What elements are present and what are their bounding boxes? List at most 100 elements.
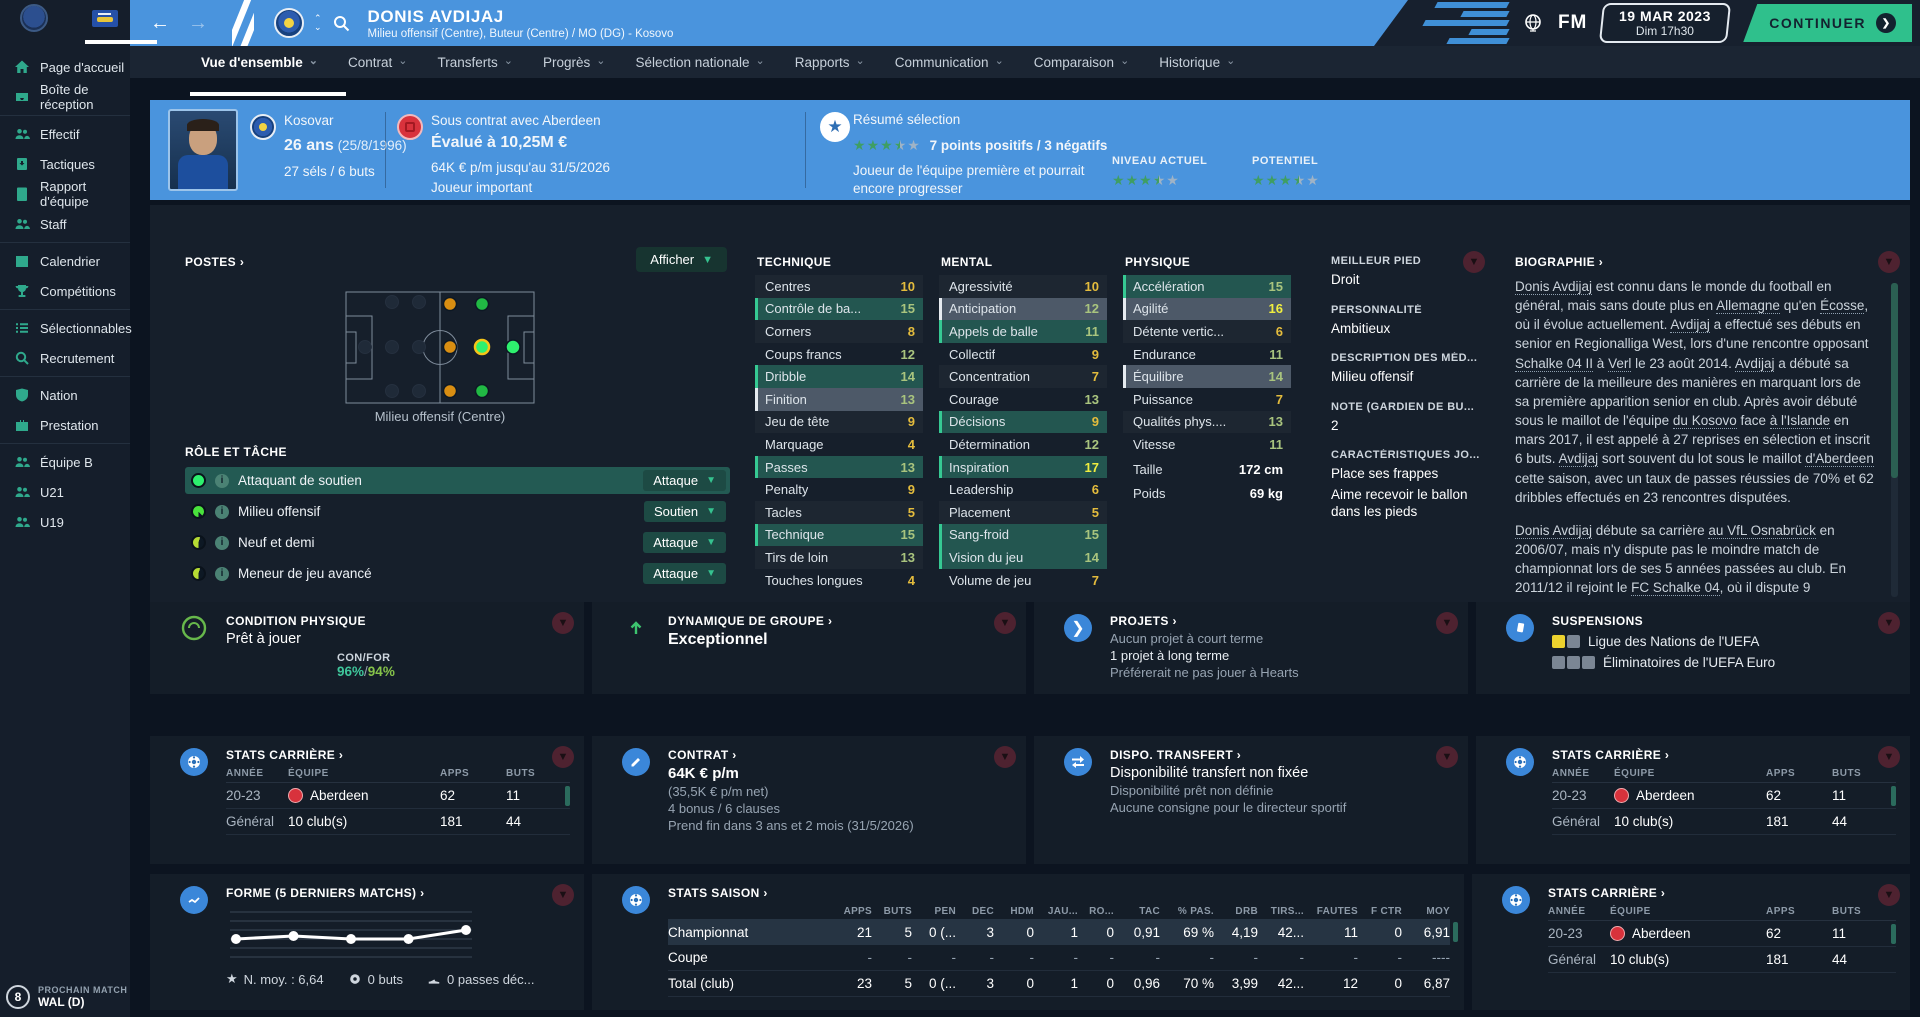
career-row[interactable]: Général 10 club(s) 181 44 [1552, 809, 1896, 835]
duty-dropdown[interactable]: Attaque ▼ [643, 532, 726, 553]
attr-row-placement[interactable]: Placement 5 [939, 501, 1107, 524]
attr-row-anticipation[interactable]: Anticipation 12 [939, 297, 1107, 321]
form-title[interactable]: FORME (5 DERNIERS MATCHS) › [226, 886, 425, 900]
biography-link[interactable]: FC Schalke 04 [1631, 580, 1720, 597]
sidebar-item-boite-de-reception[interactable]: Boîte de réception [0, 82, 130, 112]
attr-row-tirs-de-loin[interactable]: Tirs de loin 13 [755, 546, 923, 569]
career-row[interactable]: 20-23 Aberdeen 62 11 [1552, 783, 1896, 809]
attr-row-dribble[interactable]: Dribble 14 [755, 365, 923, 388]
attr-row-acceleration[interactable]: Accélération 15 [1123, 275, 1291, 298]
panel-dropdown-icon[interactable]: ▼ [552, 746, 574, 768]
biography-link[interactable]: Avdijaj [1734, 355, 1775, 372]
sidebar-item-calendrier[interactable]: Calendrier [0, 246, 130, 276]
panel-drop​down-icon[interactable]: ▼ [1878, 884, 1900, 906]
panel-dropdown-icon[interactable]: ▼ [1436, 612, 1458, 634]
scrollbar[interactable] [565, 785, 570, 806]
role-row-attaquant-de-soutien[interactable]: i Attaquant de soutien Attaque ▼ [185, 467, 730, 494]
attr-row-detente-vertic[interactable]: Détente vertic... 6 [1123, 320, 1291, 343]
transfer-title[interactable]: DISPO. TRANSFERT › [1110, 748, 1242, 762]
attr-row-agressivite[interactable]: Agressivité 10 [939, 275, 1107, 298]
attr-row-controle-de-ba[interactable]: Contrôle de ba... 15 [755, 297, 923, 321]
attr-row-finition[interactable]: Finition 13 [755, 387, 923, 411]
attr-row-leadership[interactable]: Leadership 6 [939, 478, 1107, 501]
contract-title[interactable]: CONTRAT › [668, 748, 737, 762]
game-date[interactable]: 19 MAR 2023 Dim 17h30 [1599, 3, 1732, 43]
tab-rapports[interactable]: Rapports ⌄ [782, 46, 878, 78]
biography-link[interactable]: au VfL Osnabrück [1708, 522, 1816, 539]
attr-row-centres[interactable]: Centres 10 [755, 275, 923, 298]
panel-dropdown-icon[interactable]: ▼ [1463, 251, 1485, 273]
sidebar-item-recrutement[interactable]: Recrutement [0, 343, 130, 373]
attr-row-penalty[interactable]: Penalty 9 [755, 478, 923, 501]
biography-title[interactable]: BIOGRAPHIE › [1515, 255, 1604, 269]
info-icon[interactable]: i [215, 504, 229, 519]
search-icon[interactable] [332, 14, 350, 32]
panel-dropdown-icon[interactable]: ▼ [1436, 746, 1458, 768]
biography-link[interactable]: Donis Avdijaj [1515, 522, 1593, 539]
duty-dropdown[interactable]: Soutien ▼ [644, 501, 726, 522]
next-match[interactable]: 8 PROCHAIN MATCH WAL (D) [6, 985, 127, 1009]
sidebar-item-staff[interactable]: Staff [0, 209, 130, 239]
attr-row-tacles[interactable]: Tacles 5 [755, 501, 923, 524]
scrollbar[interactable] [1891, 785, 1896, 806]
sidebar-item-u21[interactable]: U21 [0, 477, 130, 507]
career-row[interactable]: 20-23 Aberdeen 62 11 [226, 783, 570, 809]
role-row-meneur-de-jeu-avance[interactable]: i Meneur de jeu avancé Attaque ▼ [185, 560, 730, 587]
attr-row-corners[interactable]: Corners 8 [755, 320, 923, 343]
tab-transferts[interactable]: Transferts ⌄ [424, 46, 525, 78]
season-title[interactable]: STATS SAISON › [668, 886, 768, 900]
club-crest-icon[interactable] [20, 4, 48, 32]
positions-title[interactable]: POSTES › [185, 255, 245, 269]
panel-dropdown-icon[interactable]: ▼ [552, 884, 574, 906]
attr-row-qualites-phys[interactable]: Qualités phys.... 13 [1123, 411, 1291, 434]
duty-dropdown[interactable]: Attaque ▼ [643, 470, 726, 491]
biography-link[interactable]: Allemagne [1716, 298, 1780, 315]
panel-dropdown-icon[interactable]: ▼ [994, 746, 1016, 768]
sidebar-item-nation[interactable]: Nation [0, 380, 130, 410]
sidebar-item-tactiques[interactable]: Tactiques [0, 149, 130, 179]
biography-link[interactable]: Schalke 04 II [1515, 355, 1594, 372]
attr-row-inspiration[interactable]: Inspiration 17 [939, 455, 1107, 479]
back-arrow-icon[interactable]: ← [150, 12, 170, 34]
info-icon[interactable]: i [215, 566, 229, 581]
panel-dropdown-icon[interactable]: ▼ [552, 612, 574, 634]
sidebar-item-selectionnables[interactable]: Sélectionnables [0, 313, 132, 343]
tab-vue-d-ensemble[interactable]: Vue d'ensemble ⌄ [188, 46, 331, 78]
scrollbar[interactable] [1891, 923, 1896, 944]
display-dropdown[interactable]: Afficher ▼ [636, 247, 727, 272]
season-row-total-club[interactable]: Total (club) 23 5 0 (... 3 0 1 0 0,96 70 % 3,99 42.… [668, 971, 1450, 997]
fm-logo[interactable]: FM [1557, 12, 1588, 33]
role-row-milieu-offensif[interactable]: i Milieu offensif Soutien ▼ [185, 498, 730, 525]
tab-selection-nationale[interactable]: Sélection nationale ⌄ [622, 46, 777, 78]
attr-row-vitesse[interactable]: Vitesse 11 [1123, 433, 1291, 456]
biography-link[interactable]: Avdijaj [1558, 451, 1599, 468]
attr-row-agilite[interactable]: Agilité 16 [1123, 297, 1291, 321]
tab-progres[interactable]: Progrès ⌄ [530, 46, 619, 78]
biography-link[interactable]: Verl [1608, 355, 1632, 372]
attr-row-appels-de-balle[interactable]: Appels de balle 11 [939, 320, 1107, 343]
attr-row-determination[interactable]: Détermination 12 [939, 433, 1107, 456]
attr-row-puissance[interactable]: Puissance 7 [1123, 388, 1291, 411]
biography-link[interactable]: Donis Avdijaj [1515, 279, 1593, 295]
career-row[interactable]: 20-23 Aberdeen 62 11 [1548, 921, 1896, 947]
duty-dropdown[interactable]: Attaque ▼ [643, 563, 726, 584]
attr-row-vision-du-jeu[interactable]: Vision du jeu 14 [939, 546, 1107, 569]
player-switcher-chevrons[interactable]: ⌃ ⌄ [314, 12, 322, 32]
info-icon[interactable]: i [215, 473, 229, 488]
panel-dropdown-icon[interactable]: ▼ [994, 612, 1016, 634]
sidebar-item-u19[interactable]: U19 [0, 507, 130, 537]
sidebar-item-competitions[interactable]: Compétitions [0, 276, 130, 306]
sidebar-item-equipe-b[interactable]: Équipe B [0, 447, 130, 477]
season-row-championnat[interactable]: Championnat 21 5 0 (... 3 0 1 0 0,91 69 % 4,19 42..… [668, 919, 1458, 945]
continue-button[interactable]: CONTINUER ❯ [1743, 4, 1912, 42]
sidebar-item-effectif[interactable]: Effectif [0, 119, 130, 149]
attr-row-endurance[interactable]: Endurance 11 [1123, 343, 1291, 366]
attr-row-decisions[interactable]: Décisions 9 [939, 410, 1107, 434]
tab-communication[interactable]: Communication ⌄ [882, 46, 1017, 78]
notification-badge[interactable]: 8 [6, 985, 30, 1009]
attr-row-passes[interactable]: Passes 13 [755, 455, 923, 479]
kosovo-crest-icon[interactable] [274, 8, 304, 38]
info-icon[interactable]: i [215, 535, 229, 550]
scrollbar[interactable] [1891, 283, 1898, 597]
scrollbar[interactable] [1453, 922, 1458, 942]
